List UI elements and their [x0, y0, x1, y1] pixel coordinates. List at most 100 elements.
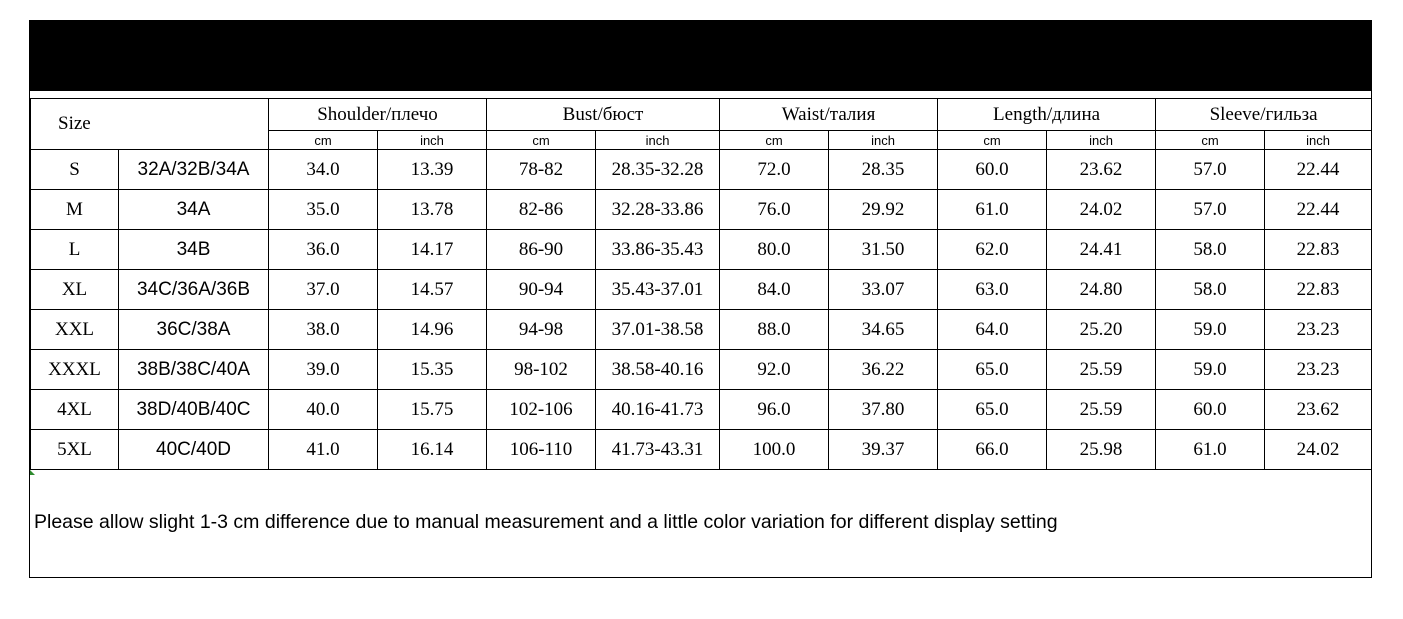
disclaimer-note: Please allow slight 1-3 cm difference du…	[34, 511, 1058, 533]
bra-size-cell: 34C/36A/36B	[118, 269, 269, 310]
measurement-cell: 39.0	[268, 349, 378, 390]
group-header-sleeve: Sleeve/гильза	[1155, 98, 1373, 131]
measurement-cell: 36.0	[268, 229, 378, 270]
size-cell: XXXL	[30, 349, 119, 390]
unit-inch: inch	[1264, 130, 1373, 150]
measurement-cell: 37.80	[828, 389, 939, 430]
table-row: S 32A/32B/34A 34.0 13.39 78-82 28.35-32.28 72.…	[30, 149, 1373, 190]
group-header-waist: Waist/талия	[719, 98, 939, 131]
measurement-cell: 34.65	[828, 309, 939, 350]
bra-size-cell: 34A	[118, 189, 269, 230]
table-row: 5XL 40C/40D 41.0 16.14 106-110 41.73-43.31 100…	[30, 429, 1373, 470]
measurement-cell: 34.0	[268, 149, 378, 190]
measurement-cell: 76.0	[719, 189, 830, 230]
table-row: XL 34C/36A/36B 37.0 14.57 90-94 35.43-37.01 84…	[30, 269, 1373, 310]
measurement-cell: 22.83	[1264, 229, 1373, 270]
size-cell: 5XL	[30, 429, 119, 470]
size-header: Size	[30, 98, 269, 150]
unit-inch: inch	[594, 130, 721, 150]
table-body: S 32A/32B/34A 34.0 13.39 78-82 28.35-32.28 72.…	[30, 149, 1373, 470]
measurement-cell: 96.0	[719, 389, 830, 430]
measurement-cell: 37.0	[268, 269, 378, 310]
measurement-cell: 84.0	[719, 269, 830, 310]
bra-size-cell: 38D/40B/40C	[118, 389, 269, 430]
unit-cm: cm	[1155, 130, 1266, 150]
measurement-cell: 61.0	[937, 189, 1048, 230]
measurement-cell: 33.86-35.43	[594, 229, 721, 270]
unit-inch: inch	[1046, 130, 1157, 150]
measurement-cell: 65.0	[937, 389, 1048, 430]
measurement-cell: 25.98	[1046, 429, 1157, 470]
unit-inch: inch	[828, 130, 939, 150]
measurement-cell: 14.96	[377, 309, 487, 350]
size-cell: M	[30, 189, 119, 230]
measurement-cell: 59.0	[1155, 349, 1266, 390]
measurement-cell: 58.0	[1155, 269, 1266, 310]
measurement-cell: 60.0	[1155, 389, 1266, 430]
unit-cm: cm	[486, 130, 596, 150]
measurement-cell: 58.0	[1155, 229, 1266, 270]
measurement-cell: 24.41	[1046, 229, 1157, 270]
measurement-cell: 63.0	[937, 269, 1048, 310]
measurement-cell: 22.44	[1264, 149, 1373, 190]
measurement-cell: 29.92	[828, 189, 939, 230]
unit-inch: inch	[377, 130, 487, 150]
size-cell: XL	[30, 269, 119, 310]
measurement-cell: 31.50	[828, 229, 939, 270]
measurement-cell: 72.0	[719, 149, 830, 190]
measurement-cell: 28.35-32.28	[594, 149, 721, 190]
measurement-cell: 66.0	[937, 429, 1048, 470]
measurement-cell: 65.0	[937, 349, 1048, 390]
table-row: XXXL 38B/38C/40A 39.0 15.35 98-102 38.58-40.1…	[30, 349, 1373, 390]
unit-cm: cm	[937, 130, 1048, 150]
measurement-cell: 16.14	[377, 429, 487, 470]
measurement-cell: 98-102	[486, 349, 596, 390]
measurement-cell: 106-110	[486, 429, 596, 470]
measurement-cell: 32.28-33.86	[594, 189, 721, 230]
measurement-cell: 24.02	[1264, 429, 1373, 470]
measurement-cell: 24.80	[1046, 269, 1157, 310]
measurement-cell: 24.02	[1046, 189, 1157, 230]
measurement-cell: 38.58-40.16	[594, 349, 721, 390]
measurement-cell: 28.35	[828, 149, 939, 190]
corner-mark	[30, 470, 35, 475]
measurement-cell: 82-86	[486, 189, 596, 230]
measurement-cell: 23.23	[1264, 309, 1373, 350]
measurement-cell: 38.0	[268, 309, 378, 350]
bra-size-cell: 34B	[118, 229, 269, 270]
measurement-cell: 61.0	[1155, 429, 1266, 470]
size-chart-frame: Size Shoulder/плечо Bust/бюст Waist/тали…	[29, 20, 1373, 578]
measurement-cell: 88.0	[719, 309, 830, 350]
group-header-bust: Bust/бюст	[485, 98, 721, 131]
measurement-cell: 64.0	[937, 309, 1048, 350]
measurement-cell: 90-94	[486, 269, 596, 310]
size-cell: S	[30, 149, 119, 190]
measurement-cell: 13.39	[377, 149, 487, 190]
measurement-cell: 14.17	[377, 229, 487, 270]
measurement-cell: 15.75	[377, 389, 487, 430]
measurement-cell: 92.0	[719, 349, 830, 390]
measurement-cell: 86-90	[486, 229, 596, 270]
table-row: M 34A 35.0 13.78 82-86 32.28-33.86 76.0 29.92 61…	[30, 189, 1373, 230]
measurement-cell: 41.73-43.31	[594, 429, 721, 470]
size-table: Size Shoulder/плечо Bust/бюст Waist/тали…	[30, 98, 1373, 470]
measurement-cell: 23.62	[1046, 149, 1157, 190]
unit-row: cm inch cm inch cm inch cm inch cm inch	[31, 130, 1373, 150]
measurement-cell: 57.0	[1155, 149, 1266, 190]
measurement-cell: 23.62	[1264, 389, 1373, 430]
bra-size-cell: 36C/38A	[118, 309, 269, 350]
size-cell: XXL	[30, 309, 119, 350]
group-header-shoulder: Shoulder/плечо	[268, 98, 487, 131]
unit-cm: cm	[268, 130, 378, 150]
bra-size-cell: 38B/38C/40A	[118, 349, 269, 390]
size-cell: 4XL	[30, 389, 119, 430]
measurement-cell: 39.37	[828, 429, 939, 470]
measurement-cell: 62.0	[937, 229, 1048, 270]
table-row: XXL 36C/38A 38.0 14.96 94-98 37.01-38.58 88.0 3…	[30, 309, 1373, 350]
bra-size-cell: 32A/32B/34A	[118, 149, 269, 190]
measurement-cell: 36.22	[828, 349, 939, 390]
measurement-cell: 35.43-37.01	[594, 269, 721, 310]
measurement-cell: 41.0	[268, 429, 378, 470]
measurement-cell: 25.20	[1046, 309, 1157, 350]
measurement-cell: 102-106	[486, 389, 596, 430]
